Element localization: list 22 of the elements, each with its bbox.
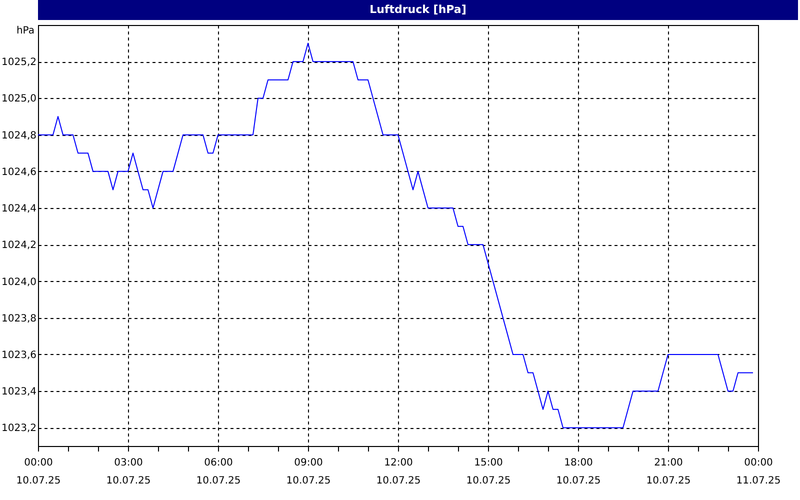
y-tick-label: 1024,2 — [2, 240, 36, 252]
y-tick-label: 1024,0 — [2, 276, 36, 288]
y-axis-title: hPa — [16, 26, 34, 36]
x-tick-label: 15:00 10.07.25 — [466, 458, 511, 486]
x-tick-label: 21:00 10.07.25 — [646, 458, 691, 486]
x-tick-label: 18:00 10.07.25 — [556, 458, 601, 486]
x-tick-label: 00:00 10.07.25 — [16, 458, 61, 486]
y-tick-label: 1023,6 — [2, 350, 36, 361]
x-tick-label: 03:00 10.07.25 — [106, 458, 151, 486]
y-tick-label: 1025,2 — [2, 57, 36, 68]
x-tick-label: 00:00 11.07.25 — [736, 458, 781, 486]
y-tick-label: 1023,2 — [2, 423, 36, 434]
y-tick-label: 1024,4 — [2, 204, 36, 215]
y-tick-label: 1024,8 — [2, 130, 36, 142]
y-tick-label: 1023,4 — [2, 386, 36, 398]
x-tick-label: 12:00 10.07.25 — [376, 458, 421, 486]
y-tick-label: 1024,6 — [2, 166, 36, 178]
x-tick-label: 09:00 10.07.25 — [286, 458, 331, 486]
x-tick-label: 06:00 10.07.25 — [196, 458, 241, 486]
y-tick-label: 1025,0 — [2, 94, 36, 105]
chart-title: Luftdruck [hPa] — [370, 3, 466, 16]
y-tick-label: 1023,8 — [2, 313, 36, 324]
